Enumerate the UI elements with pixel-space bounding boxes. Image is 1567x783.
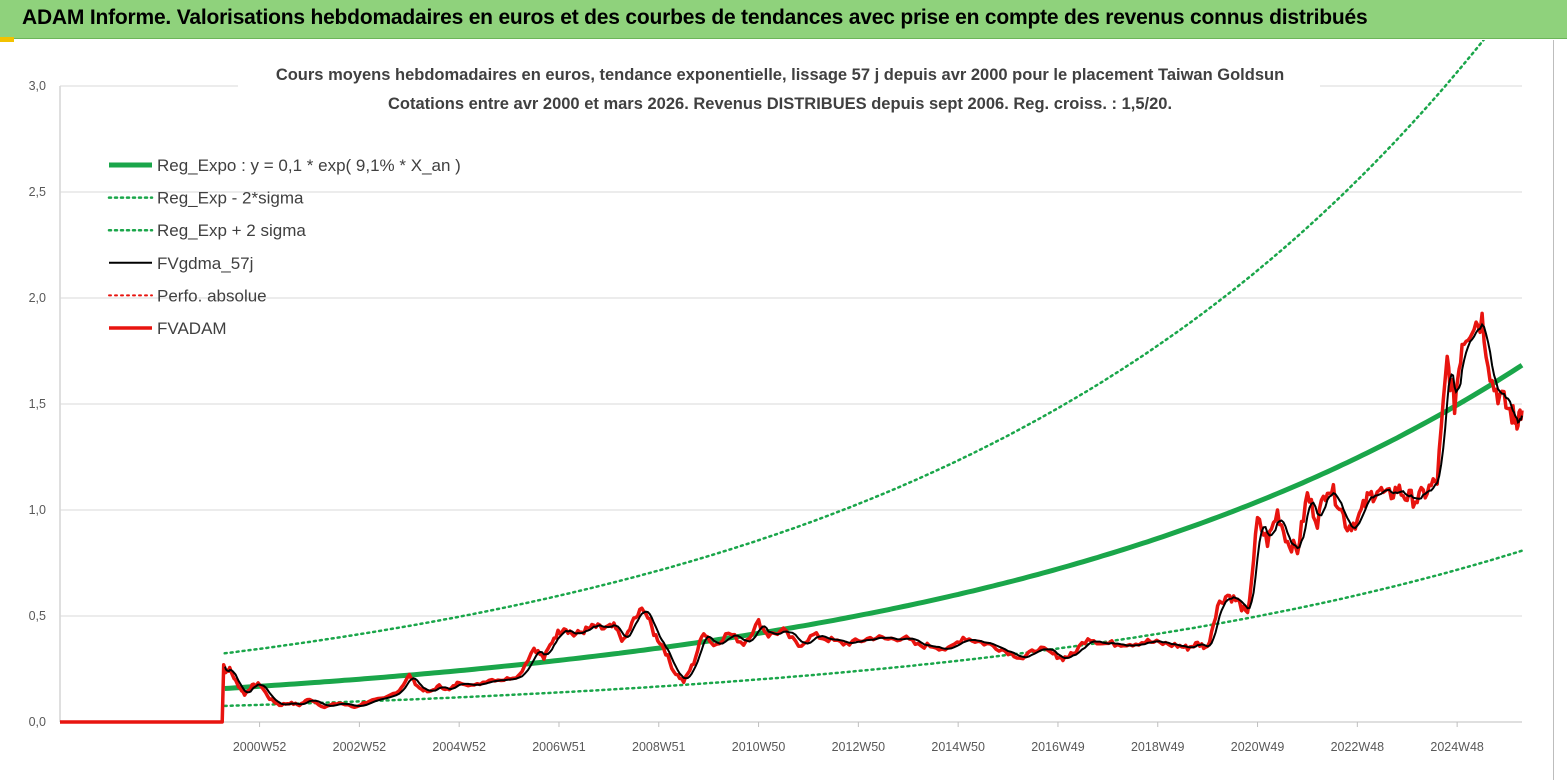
series-reg-expo [224,363,1524,691]
x-tick-label: 2012W50 [832,740,886,754]
chart-title-line-2: Cotations entre avr 2000 et mars 2026. R… [388,95,1172,113]
x-tick-label: 2008W51 [632,740,686,754]
x-tick-label: 2010W50 [732,740,786,754]
x-tick-label: 2002W52 [333,740,387,754]
legend-item-perfo: Perfo. absolue [108,286,267,305]
legend-label: Reg_Expo : y = 0,1 * exp( 9,1% * X_an ) [157,156,461,175]
x-tick-label: 2014W50 [931,740,985,754]
x-tick-label: 2022W48 [1331,740,1385,754]
x-axis-ticks: 2000W52 2002W52 2004W52 2006W51 2008W51 2010W… [233,722,1484,754]
x-tick-label: 2000W52 [233,740,287,754]
legend-item-reg_hi: Reg_Exp + 2 sigma [107,221,306,240]
legend-item-fvgdma: FVgdma_57j [109,254,253,273]
legend-label: Reg_Exp + 2 sigma [157,221,306,240]
y-tick-label: 0,0 [29,715,46,729]
series-reg-exp-minus-2sigma [223,549,1524,708]
x-tick-label: 2020W49 [1231,740,1285,754]
x-tick-label: 2024W48 [1430,740,1484,754]
chart: 0,0 0,5 1,0 1,5 2,0 2,5 3,0 2000W52 2002W52 2004… [29,40,1524,754]
title-backdrop [238,58,1320,118]
banner-accent-mark [0,37,14,42]
x-tick-label: 2016W49 [1031,740,1085,754]
x-tick-label: 2018W49 [1131,740,1185,754]
right-edge-border [1553,40,1559,780]
series-reg-exp-plus-2sigma [223,40,1486,655]
x-tick-label: 2004W52 [432,740,486,754]
legend-label: Reg_Exp - 2*sigma [157,189,304,208]
legend-item-reg_lo: Reg_Exp - 2*sigma [107,189,304,208]
x-tick-label: 2006W51 [532,740,586,754]
legend-label: FVADAM [157,319,227,338]
series-fvadam [60,311,1524,724]
y-tick-label: 2,0 [29,291,46,305]
legend: Reg_Expo : y = 0,1 * exp( 9,1% * X_an ) R… [107,156,461,338]
y-tick-label: 1,5 [29,397,46,411]
y-axis-ticks: 0,0 0,5 1,0 1,5 2,0 2,5 3,0 [29,79,46,729]
y-tick-label: 3,0 [29,79,46,93]
y-tick-label: 0,5 [29,609,46,623]
legend-label: Perfo. absolue [157,286,267,305]
page-title: ADAM Informe. Valorisations hebdomadaire… [22,6,1368,29]
y-tick-label: 1,0 [29,503,46,517]
y-tick-label: 2,5 [29,185,46,199]
series-fvgdma-57j [224,322,1523,708]
legend-item-fvadam: FVADAM [109,319,227,338]
legend-item-reg: Reg_Expo : y = 0,1 * exp( 9,1% * X_an ) [109,156,461,175]
series-group [60,40,1524,724]
legend-label: FVgdma_57j [157,254,253,273]
banner: ADAM Informe. Valorisations hebdomadaire… [0,0,1567,39]
chart-title-line-1: Cours moyens hebdomadaires en euros, ten… [276,66,1284,84]
